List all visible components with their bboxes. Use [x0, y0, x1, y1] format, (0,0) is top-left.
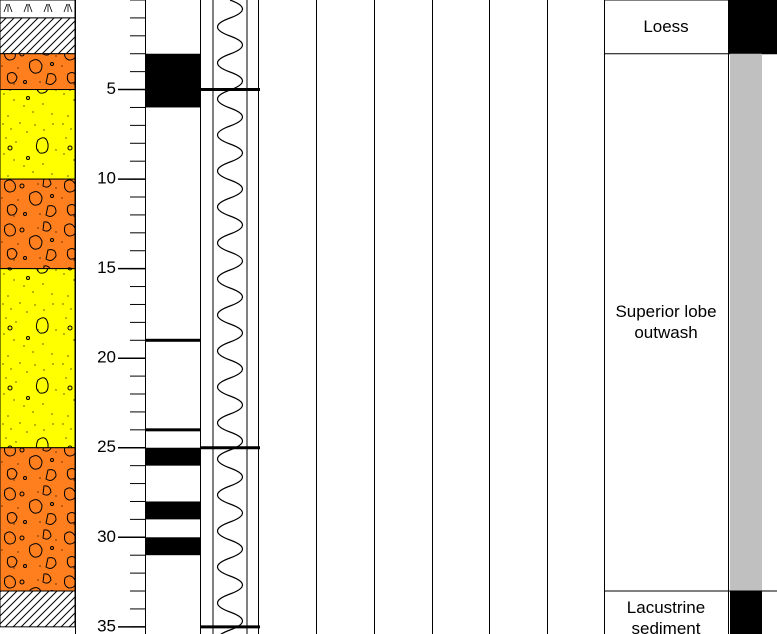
unit-label: Loess	[605, 0, 727, 54]
sample-interval	[146, 537, 200, 555]
depth-label: 5	[107, 79, 116, 98]
lithology-layer	[0, 54, 75, 90]
borehole-log: 5 10 15 20 25 30 35 LoessSuperior lobe outwash…	[0, 0, 777, 634]
lithology-layer	[0, 448, 75, 591]
lithology-layer	[0, 591, 75, 627]
sample-interval	[146, 448, 200, 466]
lithology-layer	[0, 179, 75, 269]
depth-label: 20	[97, 348, 116, 367]
unit-label: Lacustrine sediment	[605, 591, 727, 634]
depth-label: 10	[97, 169, 116, 188]
lithology-layer	[0, 18, 75, 54]
lithology-layer	[0, 90, 75, 180]
unit-bar	[730, 54, 762, 591]
unit-bar	[730, 591, 762, 634]
unit-label: Superior lobe outwash	[605, 54, 727, 591]
sample-interval	[146, 428, 200, 431]
depth-label: 35	[97, 616, 116, 634]
lithology-layer	[0, 0, 75, 18]
depth-label: 30	[97, 527, 116, 546]
depth-label: 15	[97, 258, 116, 277]
depth-label: 25	[97, 437, 116, 456]
auger-spiral	[218, 0, 243, 634]
unit-bar	[729, 0, 777, 54]
sample-interval	[146, 54, 200, 108]
lithology-layer	[0, 269, 75, 448]
sample-interval	[146, 339, 200, 342]
sample-interval	[146, 501, 200, 519]
